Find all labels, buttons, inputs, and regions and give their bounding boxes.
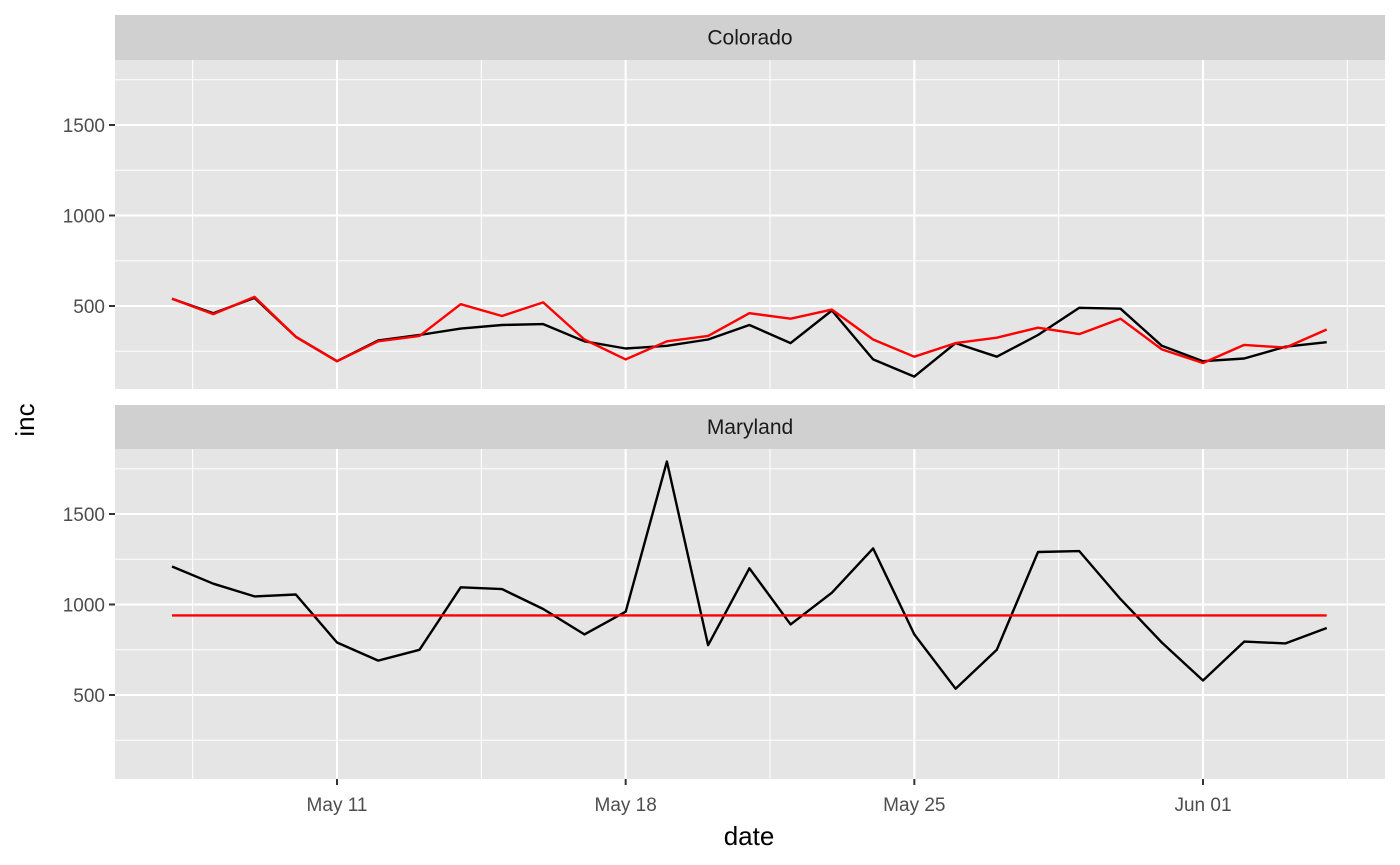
series-line-black xyxy=(171,460,1328,690)
y-tick-label: 1000 xyxy=(63,207,105,228)
facet-strip-label: Maryland xyxy=(707,416,793,439)
facet-strip xyxy=(115,405,1385,449)
y-tick-label: 500 xyxy=(73,297,105,318)
x-tick-label: May 25 xyxy=(883,795,945,816)
facet-panel-colorado: Colorado 500 1000 1500 xyxy=(63,15,1385,389)
facet-strip-label: Colorado xyxy=(707,27,792,50)
x-tick-label: May 18 xyxy=(595,795,657,816)
facet-strip xyxy=(115,15,1385,60)
y-tick-label: 1500 xyxy=(63,116,105,137)
y-tick-label: 1500 xyxy=(63,505,105,526)
y-tick-label: 1000 xyxy=(63,596,105,617)
y-axis-title: inc xyxy=(10,403,40,436)
series-line-red xyxy=(171,295,1328,365)
x-axis: May 11 May 18 May 25 Jun 01 xyxy=(307,779,1232,816)
x-tick-label: May 11 xyxy=(307,795,368,816)
panel-background xyxy=(115,449,1385,779)
y-tick-label: 500 xyxy=(73,686,105,707)
panels: Colorado50010001500Maryland50010001500Ma… xyxy=(63,15,1385,816)
x-axis-title: date xyxy=(724,821,775,851)
facet-panel-maryland: Maryland 500 1000 1500 xyxy=(63,405,1385,779)
x-tick-label: Jun 01 xyxy=(1174,795,1231,816)
panel-background xyxy=(115,60,1385,389)
